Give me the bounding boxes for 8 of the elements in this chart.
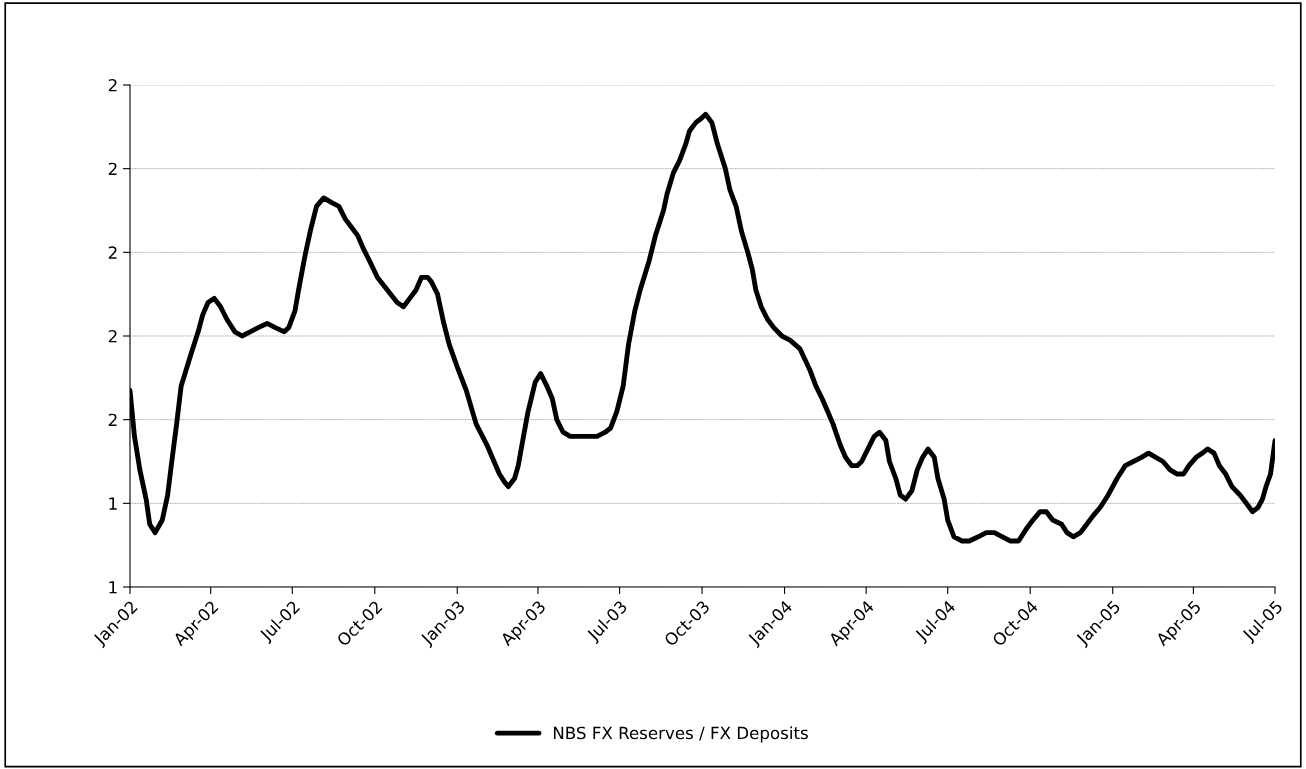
y-tick-label: 2 <box>108 413 117 426</box>
y-tick-label: 2 <box>108 78 117 92</box>
y-tick-label: 1 <box>109 497 117 510</box>
y-tick-label: 1 <box>109 581 117 594</box>
y-tick-label: 2 <box>108 329 117 343</box>
legend-label: NBS FX Reserves / FX Deposits <box>553 726 808 743</box>
y-tick-label: 2 <box>108 246 117 259</box>
y-tick-label: 2 <box>108 162 117 175</box>
